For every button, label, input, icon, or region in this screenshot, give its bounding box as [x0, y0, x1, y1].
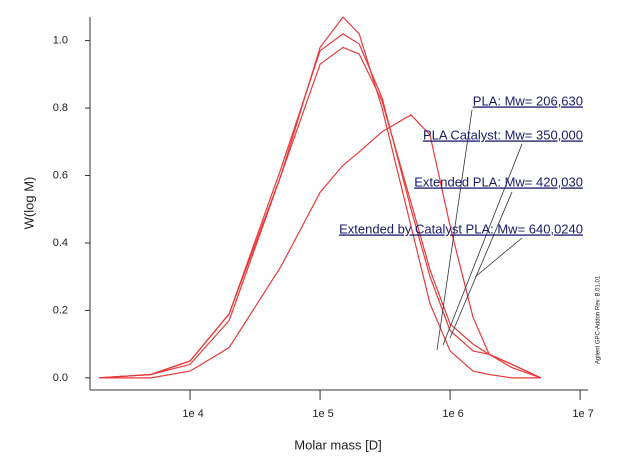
annotation: Extended PLA: Mw= 420,030: [414, 174, 583, 189]
x-tick-label: 1e 4: [182, 408, 203, 420]
annotation: PLA Catalyst: Mw= 350,000: [423, 127, 583, 142]
y-tick-label: 0.0: [53, 372, 68, 384]
y-tick-label: 0.8: [53, 102, 68, 114]
x-axis-label: Molar mass [D]: [294, 437, 381, 452]
y-tick-label: 0.2: [53, 304, 68, 316]
x-tick-label: 1e 7: [572, 408, 593, 420]
y-tick-label: 0.4: [53, 237, 68, 249]
series-line: [99, 46, 542, 379]
leader-line: [442, 143, 523, 346]
leader-line: [436, 109, 473, 351]
leader-line: [474, 237, 523, 278]
annotation: Extended by Catalyst PLA: Mw= 640,0240: [339, 221, 583, 236]
leader-line: [449, 191, 513, 339]
series-line: [99, 16, 541, 379]
side-text: Agilent GPC-Addon Rev. B.01.01: [596, 275, 602, 364]
y-tick-label: 1.0: [53, 35, 68, 47]
x-tick-label: 1e 6: [442, 408, 463, 420]
y-axis-label: W(log M): [21, 177, 36, 230]
annotation: PLA: Mw= 206,630: [473, 93, 583, 108]
x-tick-label: 1e 5: [312, 408, 333, 420]
series-line: [99, 114, 542, 379]
series-line: [99, 33, 542, 379]
y-tick-label: 0.6: [53, 169, 68, 181]
